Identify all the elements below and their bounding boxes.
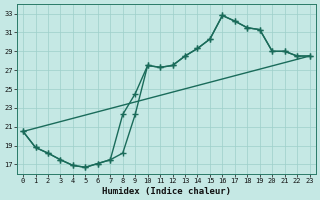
X-axis label: Humidex (Indice chaleur): Humidex (Indice chaleur) [102, 187, 231, 196]
